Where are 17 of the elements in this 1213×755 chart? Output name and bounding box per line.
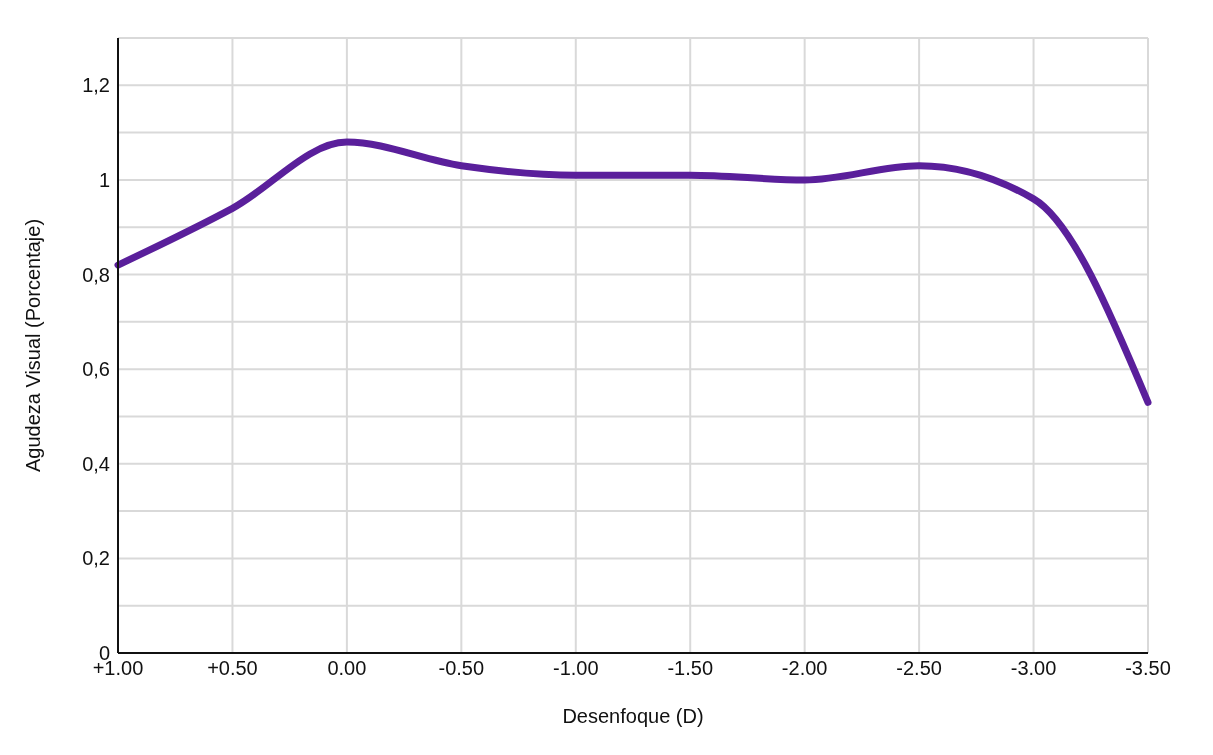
- x-tick-label: -1.00: [552, 657, 599, 680]
- y-tick-label: 0,4: [82, 452, 110, 475]
- x-tick-label: +0.50: [207, 657, 258, 680]
- y-axis-title: Agudeza Visual (Porcentaje): [22, 218, 45, 473]
- x-tick-label: -2.50: [896, 657, 942, 680]
- x-tick-label: 0.00: [327, 657, 367, 680]
- y-tick-label: 1,2: [82, 74, 110, 97]
- x-tick-label: -3.00: [1010, 657, 1057, 680]
- x-tick-label: -2.00: [781, 657, 828, 680]
- x-tick-label: -3.50: [1125, 657, 1171, 680]
- x-tick-label: -0.50: [438, 657, 485, 680]
- x-axis-title: Desenfoque (D): [562, 705, 704, 727]
- y-tick-label: 0,8: [82, 263, 110, 286]
- x-tick-label: -1.50: [667, 657, 714, 680]
- y-tick-label: 0,6: [82, 358, 110, 381]
- y-tick-label: 1: [98, 169, 110, 192]
- y-tick-label: 0,2: [82, 547, 110, 570]
